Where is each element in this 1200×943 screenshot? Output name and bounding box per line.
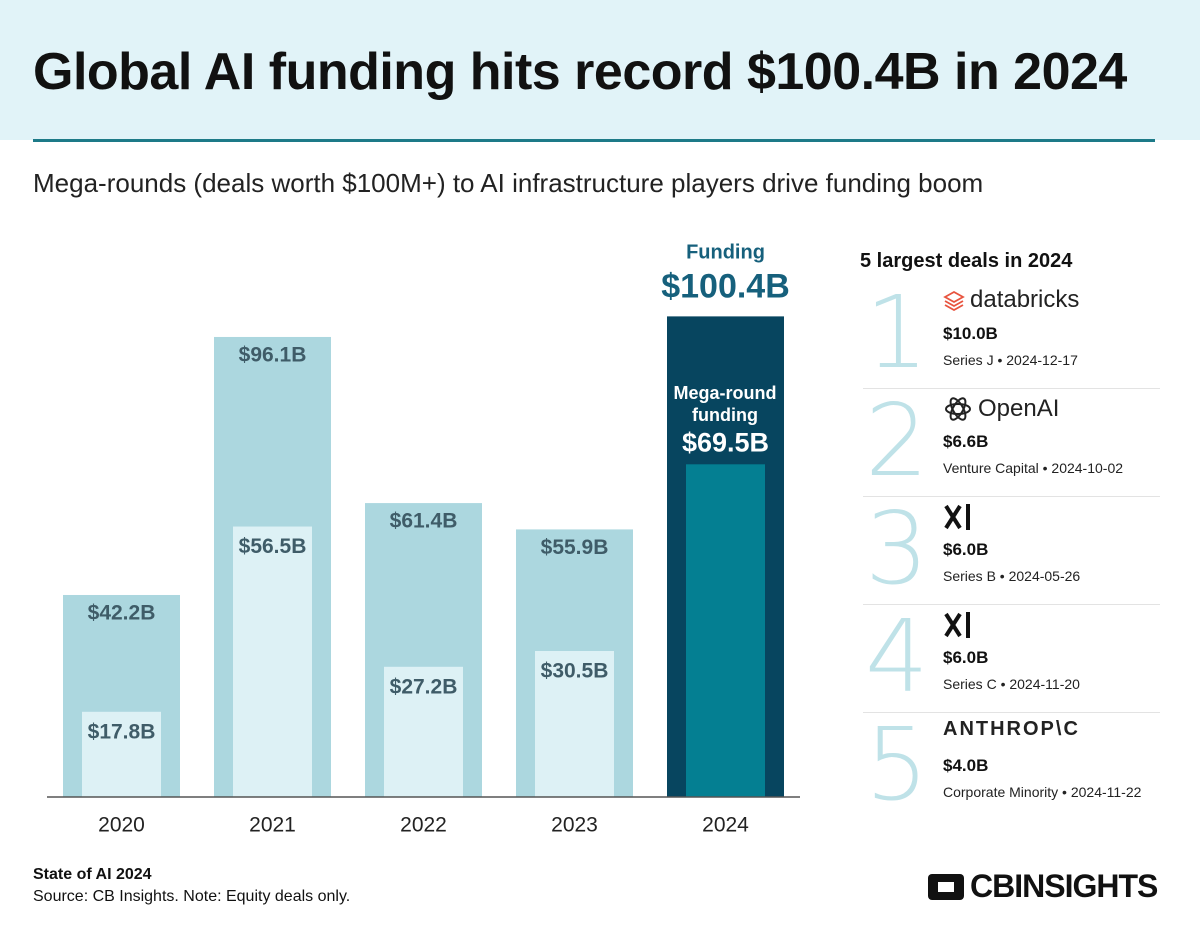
value-label: $96.1B xyxy=(239,344,307,367)
value-label: $61.4B xyxy=(390,510,458,533)
deal-rank: 5 xyxy=(865,706,929,823)
x-tick-label: 2020 xyxy=(98,814,145,837)
company: databricks xyxy=(970,286,1080,313)
brand-name: CBINSIGHTS xyxy=(970,868,1158,904)
logo-icon xyxy=(944,612,970,638)
bar xyxy=(686,464,765,797)
deal-amount: $4.0B xyxy=(943,756,989,775)
value-label: $55.9B xyxy=(541,536,609,559)
deal-detail: Series J • 2024-12-17 xyxy=(943,352,1078,368)
value-label: $42.2B xyxy=(88,602,156,625)
logo-icon xyxy=(943,290,965,311)
deal-detail: Series B • 2024-05-26 xyxy=(943,568,1081,584)
deal-amount: $10.0B xyxy=(943,324,998,343)
deal-row: 1 databricks $10.0B Series J • 2024-12-1… xyxy=(863,274,1160,391)
value-label: $27.2B xyxy=(390,675,458,698)
x-tick-label: 2023 xyxy=(551,814,598,837)
value-label: $17.8B xyxy=(88,720,156,743)
deal-rank: 3 xyxy=(865,490,929,607)
series-name: Mega-round funding xyxy=(673,383,777,426)
company: ANTHROP\C xyxy=(943,718,1080,740)
title: Global AI funding hits record $100.4B in… xyxy=(33,43,1127,101)
deals-title: 5 largest deals in 2024 xyxy=(860,250,1073,272)
deal-logo xyxy=(943,502,975,532)
value-label: $69.5B xyxy=(682,427,769,457)
deal-row: 3 $6.0B Series B • 2024-05-26 xyxy=(863,490,1160,607)
header-band xyxy=(0,0,1200,140)
deal-amount: $6.6B xyxy=(943,432,989,451)
deal-amount: $6.0B xyxy=(943,648,989,667)
value-label: $100.4B xyxy=(661,267,790,305)
value-label: $56.5B xyxy=(239,535,307,558)
deal-row: 2 OpenAI $6.6B Venture Capital • 2024-10… xyxy=(863,382,1160,499)
x-tick-label: 2021 xyxy=(249,814,296,837)
brand-icon xyxy=(928,873,964,900)
bar xyxy=(233,526,312,797)
deal-amount: $6.0B xyxy=(943,540,989,559)
logo-icon xyxy=(945,397,971,421)
deal-row: 4 $6.0B Series C • 2024-11-20 xyxy=(863,598,1160,715)
chart: $42.2B $17.8B 2020 $96.1B $56.5B 2021 $61.4B $2… xyxy=(47,242,800,837)
bar xyxy=(384,666,463,797)
brand-logo: CBINSIGHTS xyxy=(928,868,1158,905)
bar xyxy=(535,650,614,797)
deal-detail: Corporate Minority • 2024-11-22 xyxy=(943,784,1142,800)
deal-rank: 2 xyxy=(865,382,929,499)
report-name: State of AI 2024 xyxy=(33,866,152,883)
logo-icon xyxy=(944,504,970,530)
company: OpenAI xyxy=(978,395,1060,422)
x-tick-label: 2024 xyxy=(702,814,749,837)
deal-row: 5 ANTHROP\C $4.0B Corporate Minority • 2… xyxy=(863,706,1160,823)
x-tick-label: 2022 xyxy=(400,814,447,837)
deal-logo: databricks xyxy=(943,286,1079,314)
deal-detail: Venture Capital • 2024-10-02 xyxy=(943,460,1124,476)
deal-logo: ANTHROP\C xyxy=(943,718,1080,741)
bar xyxy=(82,711,161,797)
header-rule xyxy=(33,139,1155,142)
value-label: $30.5B xyxy=(541,660,609,683)
subtitle: Mega-rounds (deals worth $100M+) to AI i… xyxy=(33,168,984,198)
deal-detail: Series C • 2024-11-20 xyxy=(943,676,1080,692)
deal-logo: OpenAI xyxy=(943,394,1059,424)
deal-rank: 1 xyxy=(865,274,929,391)
series-name: Funding xyxy=(686,242,765,264)
source-note: Source: CB Insights. Note: Equity deals … xyxy=(33,888,351,905)
deal-logo xyxy=(943,610,975,640)
deal-rank: 4 xyxy=(865,598,929,715)
